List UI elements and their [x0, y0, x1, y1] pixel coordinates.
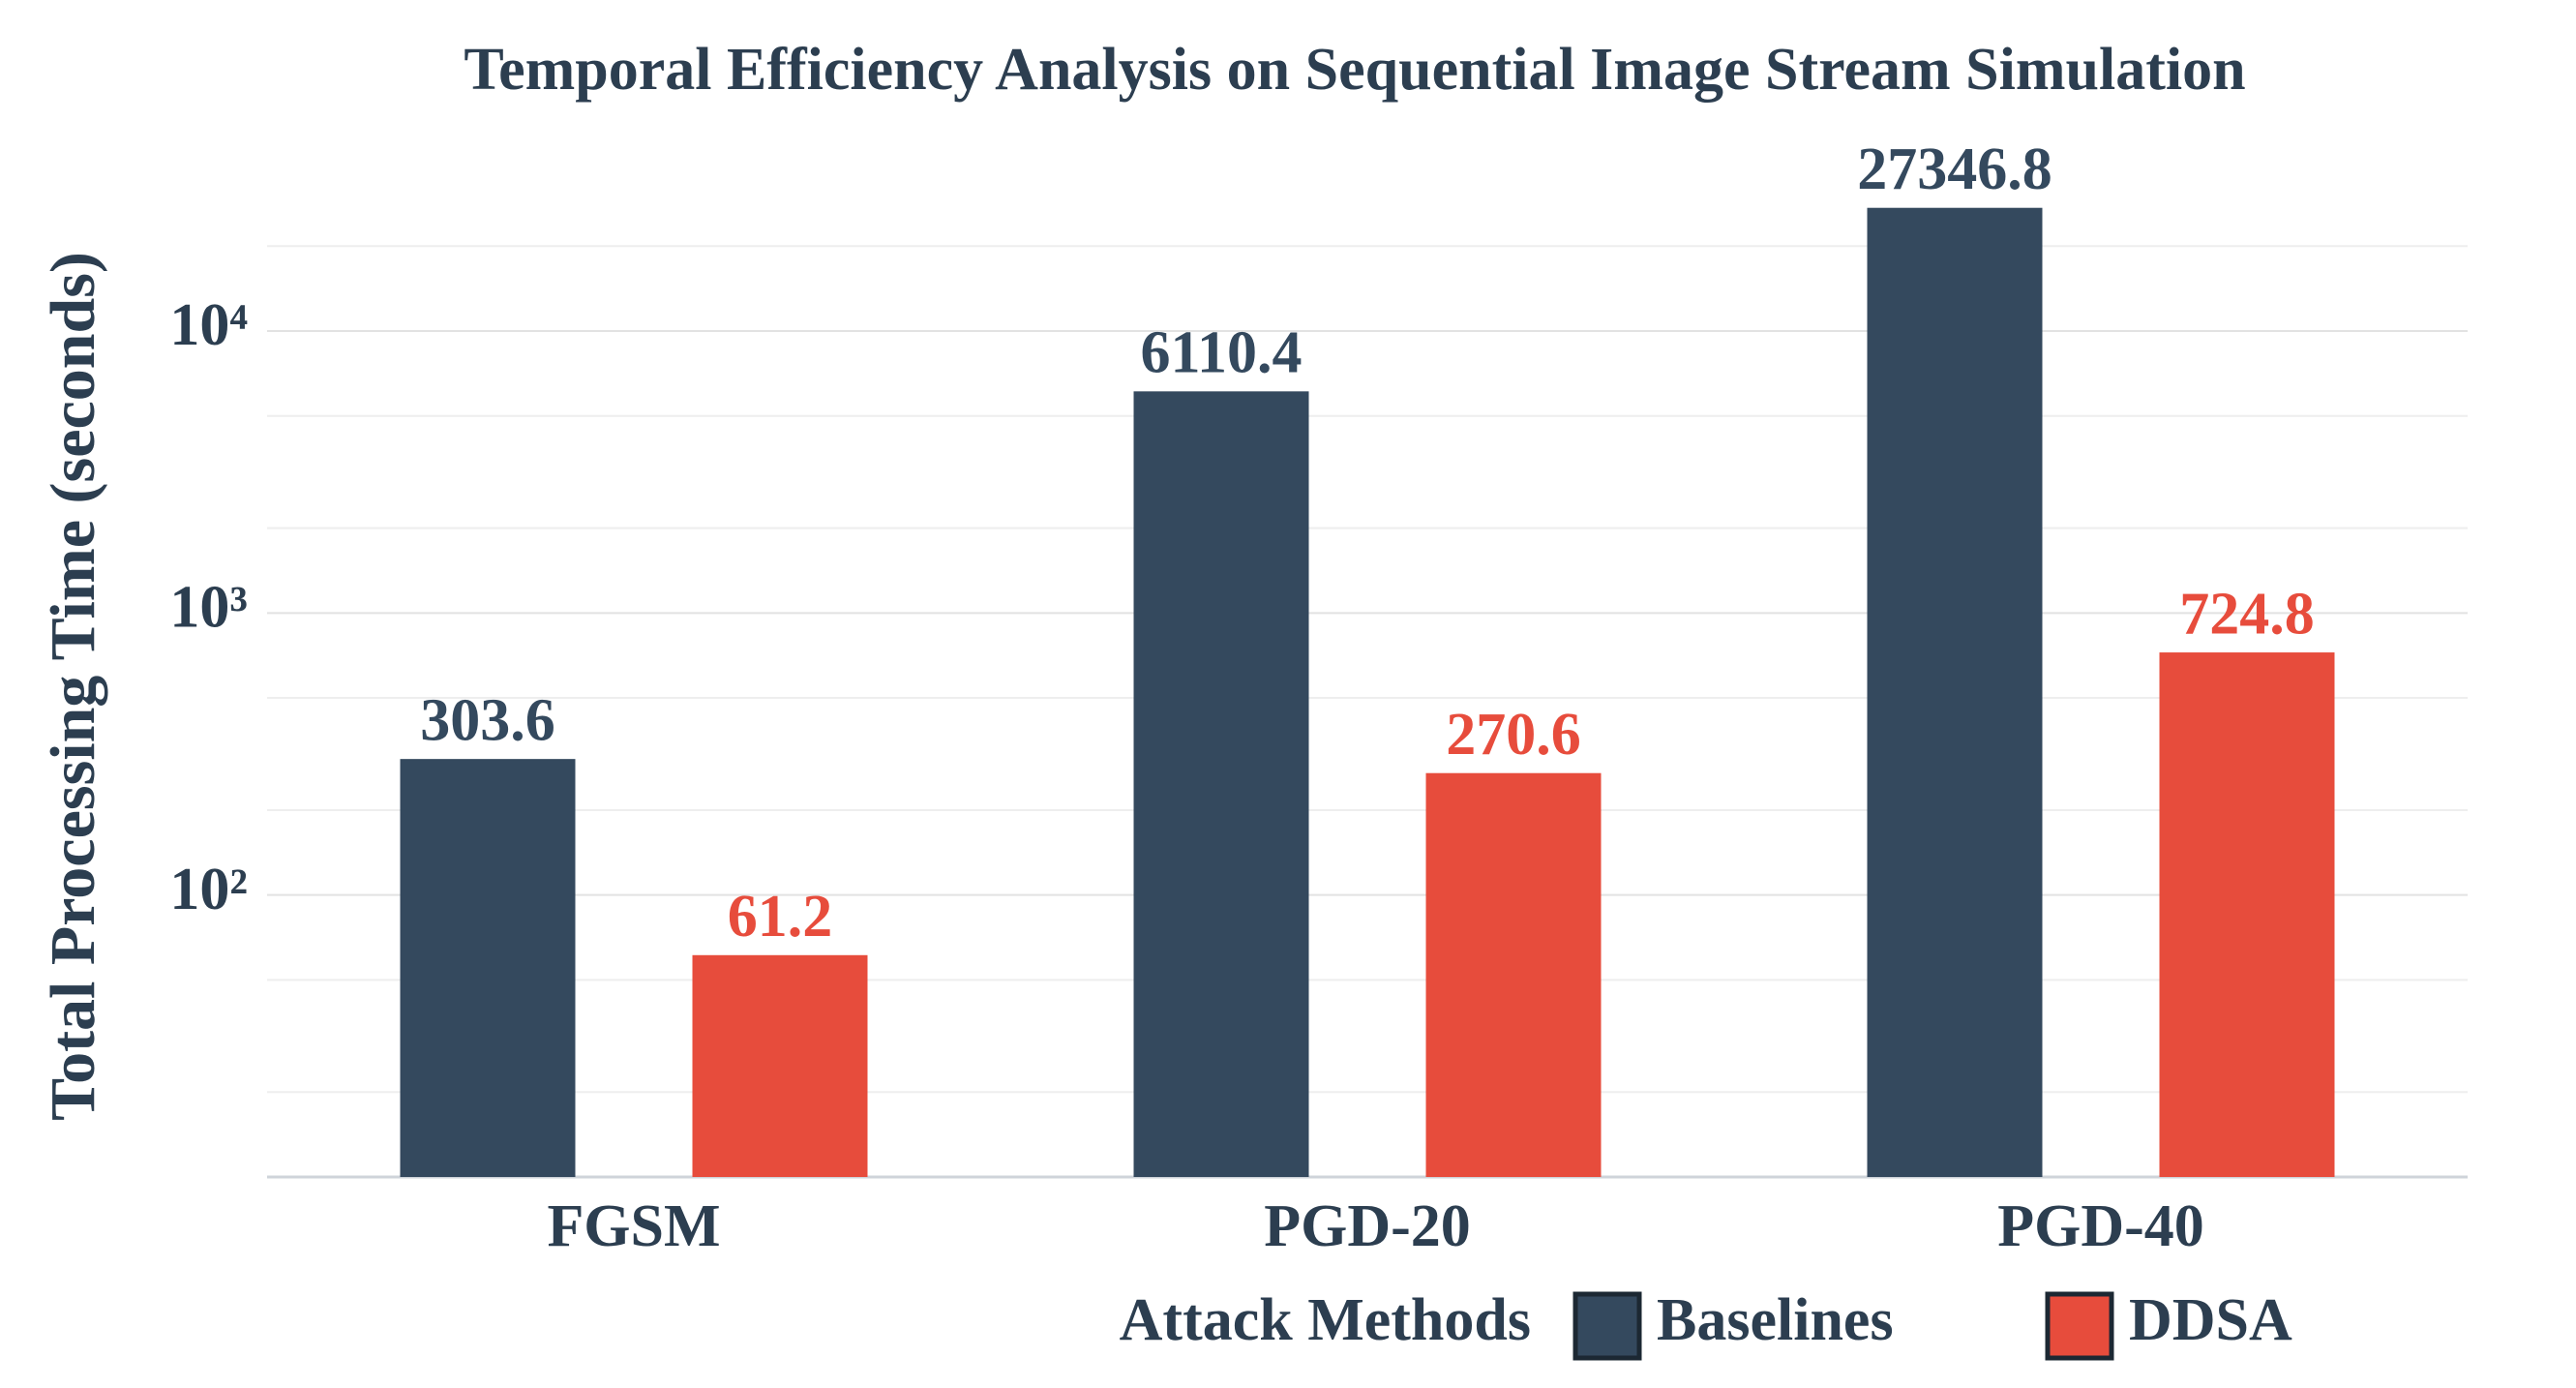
bar: [692, 954, 868, 1177]
x-tick-label: PGD-20: [1264, 1193, 1471, 1259]
data-label: 6110.4: [1140, 320, 1302, 386]
x-tick-label: FGSM: [547, 1193, 720, 1259]
x-tick-label: PGD-40: [1997, 1193, 2204, 1259]
bar: [1133, 391, 1309, 1177]
data-label: 724.8: [2179, 581, 2315, 647]
bar: [2159, 652, 2335, 1177]
y-axis-label: Total Processing Time (seconds): [38, 252, 108, 1121]
bar: [400, 759, 576, 1177]
y-tick-label: 10²: [169, 857, 248, 922]
data-label: 27346.8: [1857, 136, 2052, 202]
legend-swatch: [2045, 1291, 2114, 1361]
bar: [1867, 207, 2043, 1177]
y-tick-label: 10³: [169, 575, 248, 641]
chart-title: Temporal Efficiency Analysis on Sequenti…: [464, 37, 2245, 103]
legend-label: DDSA: [2129, 1287, 2292, 1353]
bar: [1425, 772, 1602, 1177]
data-label: 303.6: [420, 687, 555, 753]
data-label: 61.2: [728, 884, 833, 950]
legend-label: Baselines: [1657, 1287, 1894, 1353]
data-label: 270.6: [1446, 702, 1581, 768]
y-tick-label: 10⁴: [169, 292, 248, 358]
x-axis-label: Attack Methods: [1120, 1287, 1531, 1353]
legend-swatch: [1573, 1291, 1642, 1361]
